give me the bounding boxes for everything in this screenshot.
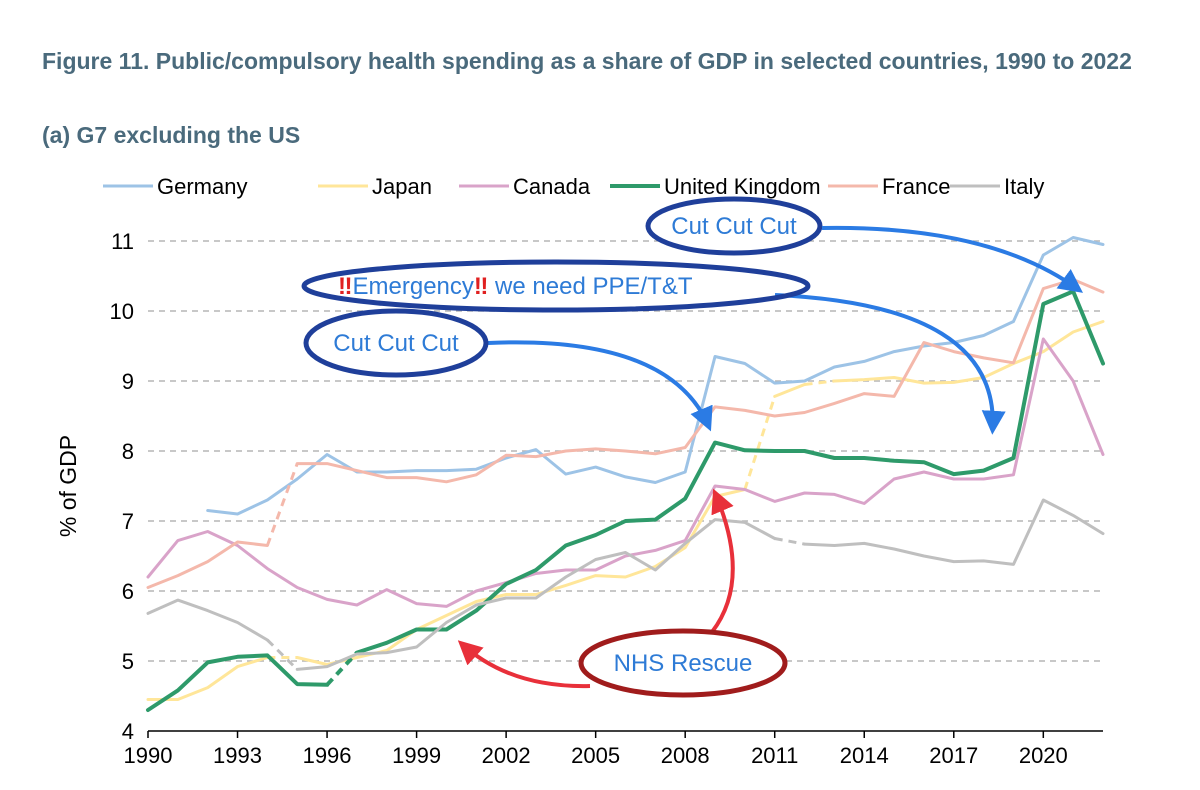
series-line-5 [295,518,777,671]
y-tick-label: 8 [122,439,134,464]
series-gap-1 [804,379,835,386]
series-line-1 [146,656,269,701]
y-tick-label: 9 [122,369,134,394]
y-tick-label: 4 [122,719,134,744]
series-gap-4 [265,463,299,547]
figure-subtitle: (a) G7 excluding the US [42,122,301,148]
annotation-text-emergency: ‼Emergency‼ we need PPE/T&T [338,273,693,300]
annotation-arrow-cut1 [487,340,713,432]
series-gap-3 [325,651,359,687]
annotation-ellipse-cut2 [645,196,823,256]
series-gap-5 [266,638,299,671]
series-line-5 [803,498,1105,566]
y-tick-label: 7 [122,509,134,534]
x-tick-label: 2014 [840,743,889,768]
annotation-arrow-nhs-1 [710,488,735,634]
series-line-5 [146,598,269,642]
x-tick-label: 2020 [1019,743,1068,768]
series-line-3 [146,653,330,712]
x-tick-label: 2008 [661,743,710,768]
annotation-text-cut1: Cut Cut Cut [333,330,459,357]
legend-label-0: Germany [157,174,247,199]
series-line-1 [773,383,807,398]
annotation-part-0: ‼ [338,273,353,300]
legend-label-1: Japan [372,174,432,199]
annotation-ellipse-cut1 [303,308,489,378]
y-tick-label: 11 [111,229,134,254]
x-tick-label: 2002 [482,743,531,768]
axes: 4 5 6 7 8 9 10 11 1990 1993 1996 1999 2002 2005 2008 20… [55,229,1103,768]
x-tick-label: 1990 [124,743,173,768]
series-gap-5 [774,537,805,546]
series-line-4 [146,540,269,589]
annotation-arrow-emergency [774,293,1006,435]
series-line-1 [832,320,1105,385]
annotations: Cut Cut Cut ‼Emergency‼ we need PPE/T&T Cu… [301,196,1084,698]
legend-label-5: Italy [1004,174,1044,199]
legend-label-2: Canada [513,174,591,199]
y-axis-title: % of GDP [55,435,81,537]
y-tick-label: 5 [122,649,134,674]
annotation-arrow-nhs-0 [457,640,591,689]
annotation-text-nhs: NHS Rescue [614,650,753,677]
y-tick-label: 10 [110,299,134,324]
annotation-text-cut2: Cut Cut Cut [671,213,797,240]
y-tick-label: 6 [122,579,134,604]
legend-label-3: United Kingdom [664,174,821,199]
x-tick-label: 2017 [929,743,978,768]
annotation-part-3: we need PPE/T&T [488,273,692,300]
series-gap-1 [743,395,777,490]
legend-label-4: France [882,174,950,199]
x-tick-label: 1999 [392,743,441,768]
series-line-2 [146,337,1105,608]
figure-title: Figure 11. Public/compulsory health spen… [42,48,1132,74]
annotation-part-2: ‼ [474,273,489,300]
annotation-ellipse-emergency [301,259,811,313]
x-tick-label: 2005 [571,743,620,768]
legend: Germany Japan Canada United Kingdom France It… [103,174,1044,199]
annotation-part-1: Emergency [353,273,474,300]
x-tick-label: 1996 [303,743,352,768]
x-tick-label: 1993 [213,743,262,768]
x-tick-label: 2011 [751,743,798,768]
annotation-ellipse-nhs [578,628,788,698]
annotation-arrow-cut2-0 [821,225,1084,293]
series-line-3 [354,289,1105,655]
